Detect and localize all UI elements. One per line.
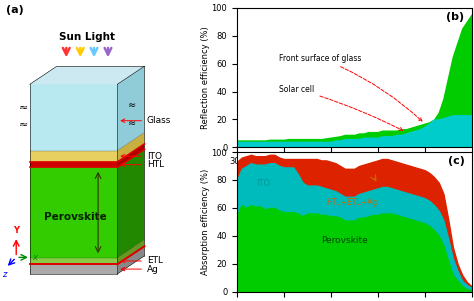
Text: z: z (2, 270, 6, 279)
Polygon shape (118, 246, 145, 274)
Text: Perovskite: Perovskite (44, 212, 107, 222)
Y-axis label: Reflection efficiency (%): Reflection efficiency (%) (201, 26, 210, 129)
Text: ≈: ≈ (19, 120, 28, 130)
Polygon shape (30, 162, 118, 167)
Text: HTL+ETL+Ag: HTL+ETL+Ag (326, 198, 377, 207)
Polygon shape (118, 132, 145, 162)
Polygon shape (118, 66, 145, 150)
Text: ≈: ≈ (128, 119, 137, 129)
Text: Y: Y (13, 226, 19, 235)
Text: ≈: ≈ (128, 100, 137, 110)
Polygon shape (118, 240, 145, 264)
Text: ITO: ITO (256, 178, 270, 188)
Text: Front surface of glass: Front surface of glass (279, 54, 422, 121)
Polygon shape (30, 66, 145, 84)
Text: HTL: HTL (121, 160, 164, 169)
Text: (c): (c) (448, 156, 465, 166)
Text: Ag: Ag (121, 265, 159, 274)
Polygon shape (30, 264, 118, 274)
Text: ≈: ≈ (19, 102, 28, 113)
Polygon shape (30, 84, 118, 150)
Text: ETL: ETL (121, 256, 163, 265)
Text: (a): (a) (6, 5, 24, 14)
Text: Solar cell: Solar cell (279, 85, 402, 130)
Text: ITO: ITO (121, 152, 162, 161)
Text: Sun Light: Sun Light (59, 32, 115, 42)
Text: Perovskite: Perovskite (321, 236, 368, 245)
Text: (b): (b) (447, 12, 465, 22)
Polygon shape (30, 246, 145, 264)
Y-axis label: Absorption efficiency (%): Absorption efficiency (%) (201, 169, 210, 275)
Polygon shape (30, 167, 118, 258)
X-axis label: λ (nm): λ (nm) (339, 168, 369, 177)
Text: x: x (33, 253, 37, 262)
Polygon shape (118, 144, 145, 167)
Text: Glass: Glass (121, 116, 172, 125)
Polygon shape (30, 258, 118, 264)
Polygon shape (118, 149, 145, 258)
Polygon shape (30, 150, 118, 162)
